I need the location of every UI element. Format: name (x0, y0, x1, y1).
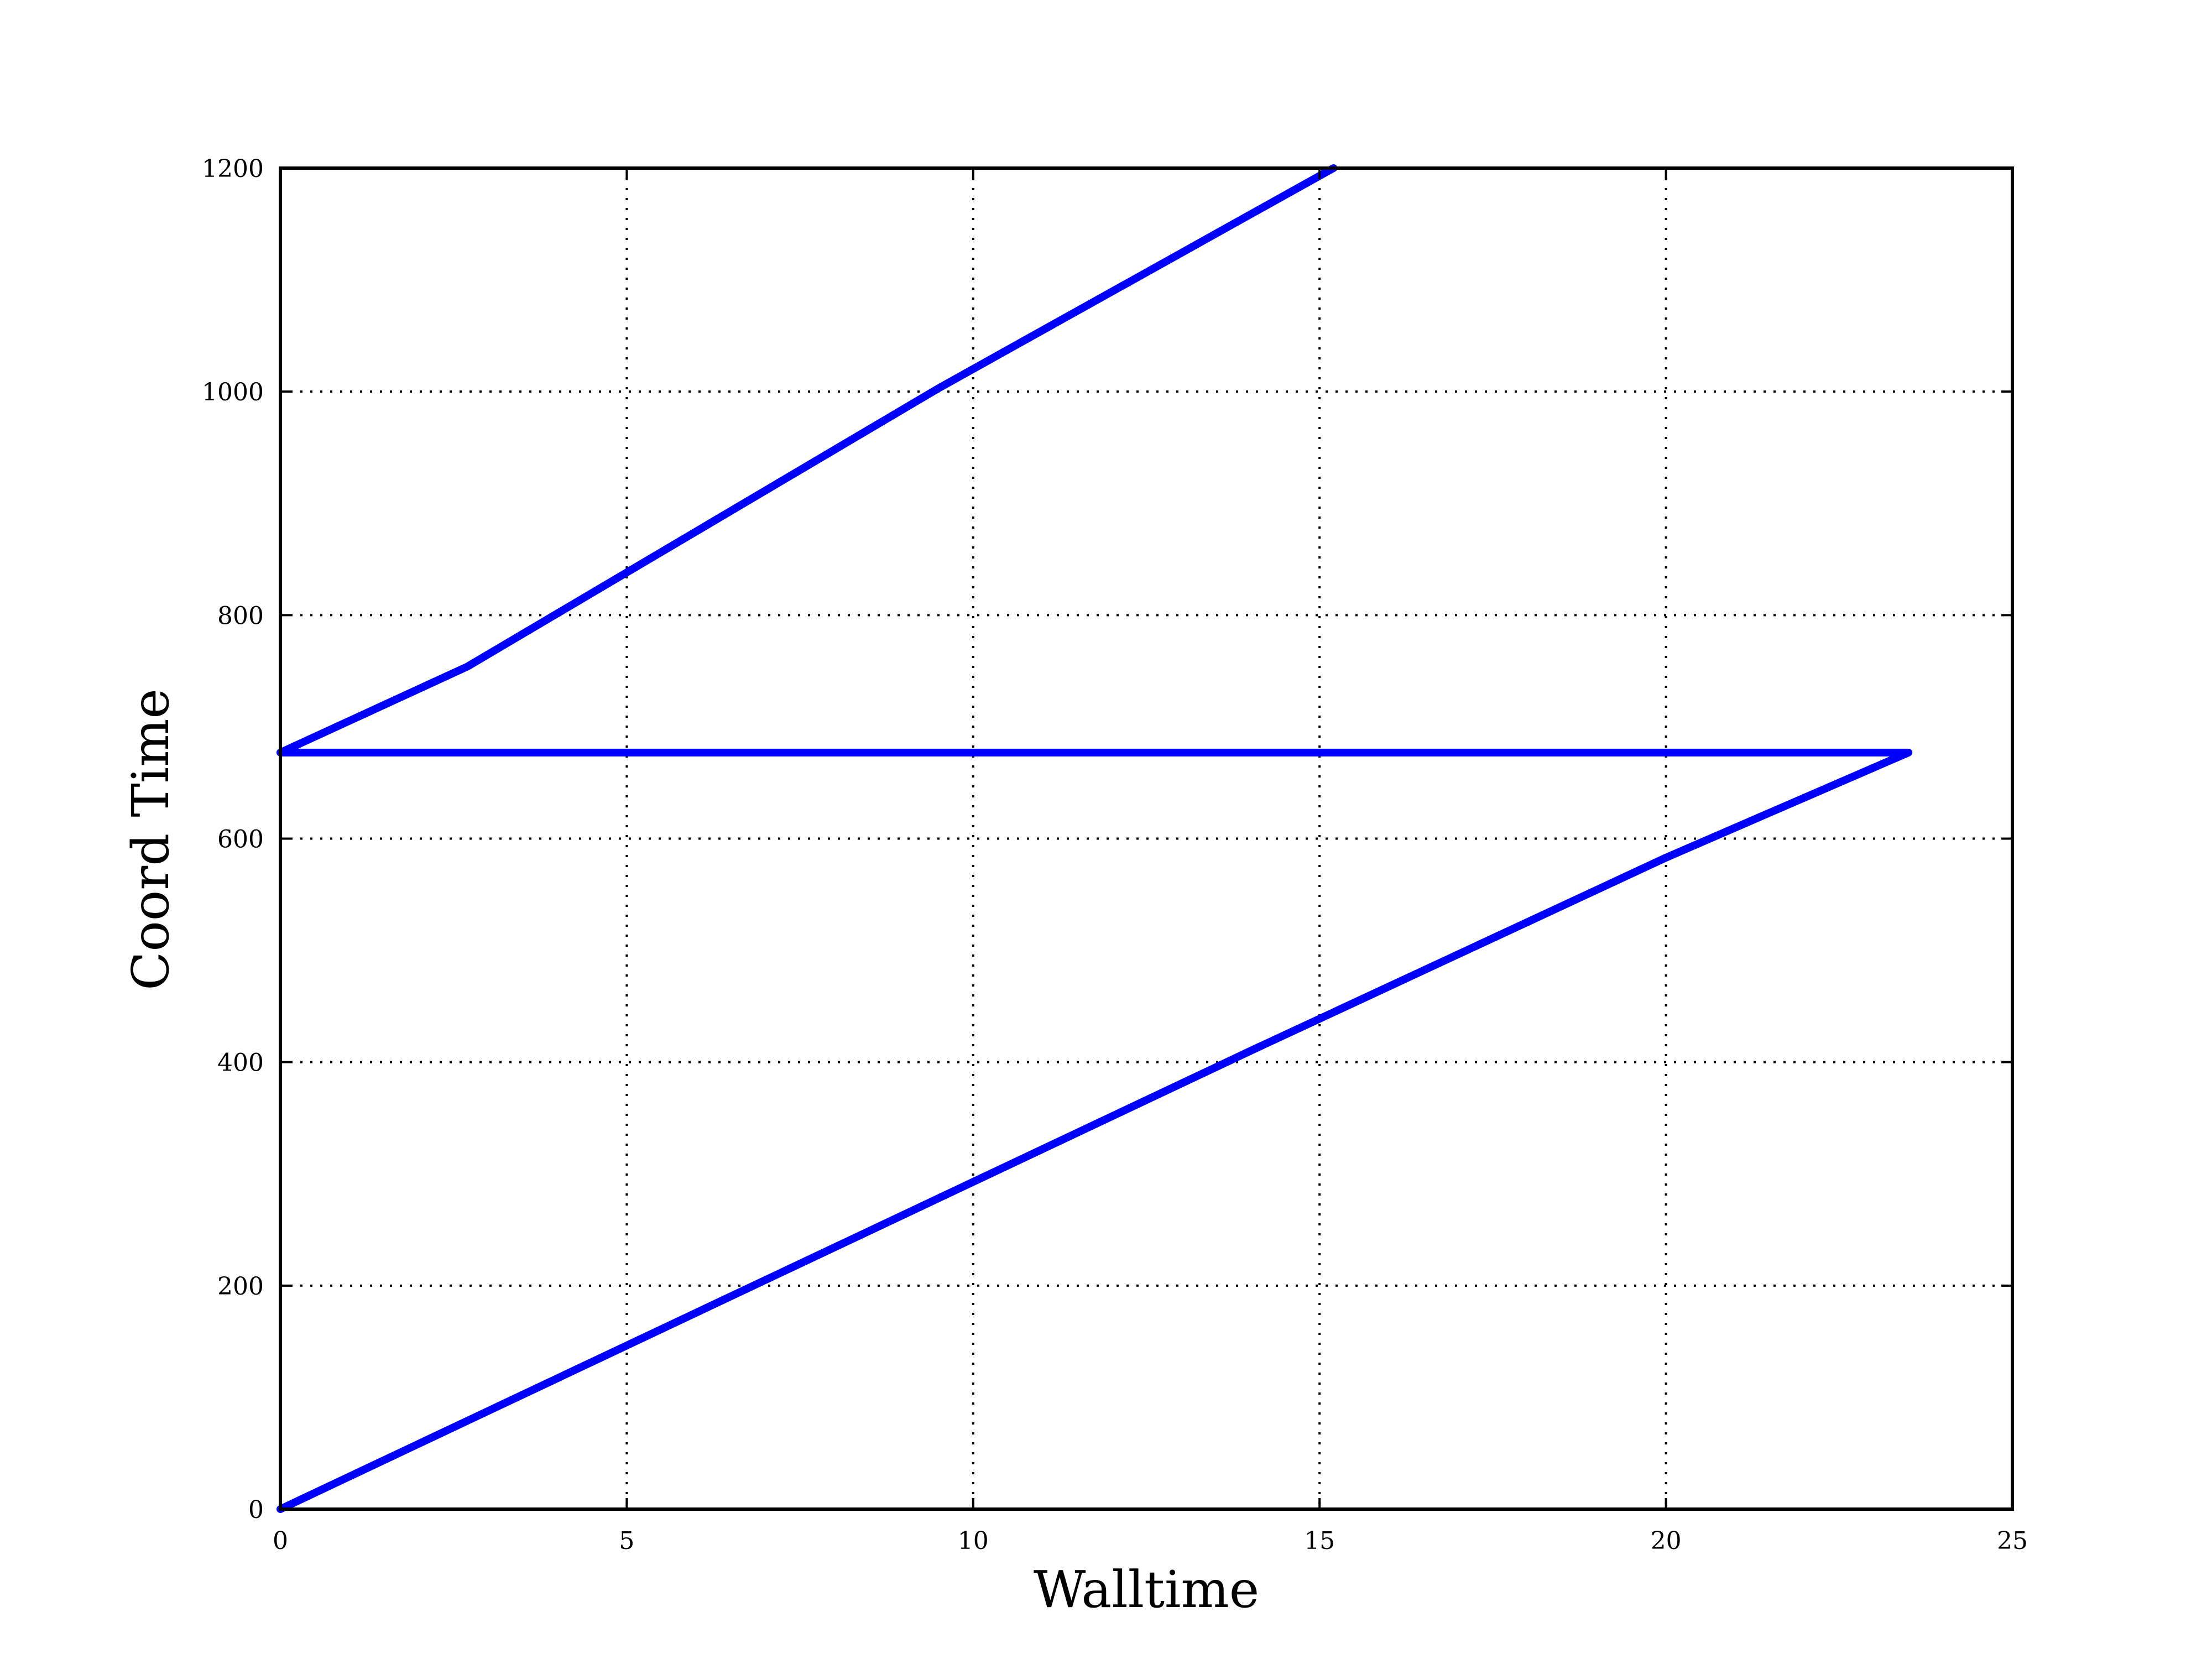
grid (280, 168, 2012, 1509)
y-tick-label: 600 (217, 826, 264, 854)
series-layer (276, 164, 1913, 1513)
series-line-1 (276, 164, 1913, 1513)
tick-marks (279, 167, 2013, 1510)
y-tick-label: 200 (217, 1272, 264, 1301)
y-tick-label: 1000 (202, 378, 264, 406)
y-tick-labels: 0 200 400 600 800 1000 1200 (202, 155, 264, 1524)
x-tick-label: 10 (958, 1527, 989, 1555)
x-tick-label: 5 (619, 1527, 634, 1555)
y-axis-title: Coord Time (121, 688, 180, 990)
x-tick-label: 0 (273, 1527, 288, 1555)
y-tick-label: 0 (248, 1496, 264, 1524)
x-axis-title: Walltime (1034, 1560, 1259, 1619)
x-tick-label: 20 (1651, 1527, 1682, 1555)
y-tick-label: 1200 (202, 155, 264, 183)
x-tick-label: 15 (1304, 1527, 1335, 1555)
x-tick-labels: 0 5 10 15 20 25 (273, 1527, 2028, 1555)
x-tick-label: 25 (1997, 1527, 2028, 1555)
y-tick-label: 800 (217, 602, 264, 630)
y-tick-label: 400 (217, 1049, 264, 1077)
